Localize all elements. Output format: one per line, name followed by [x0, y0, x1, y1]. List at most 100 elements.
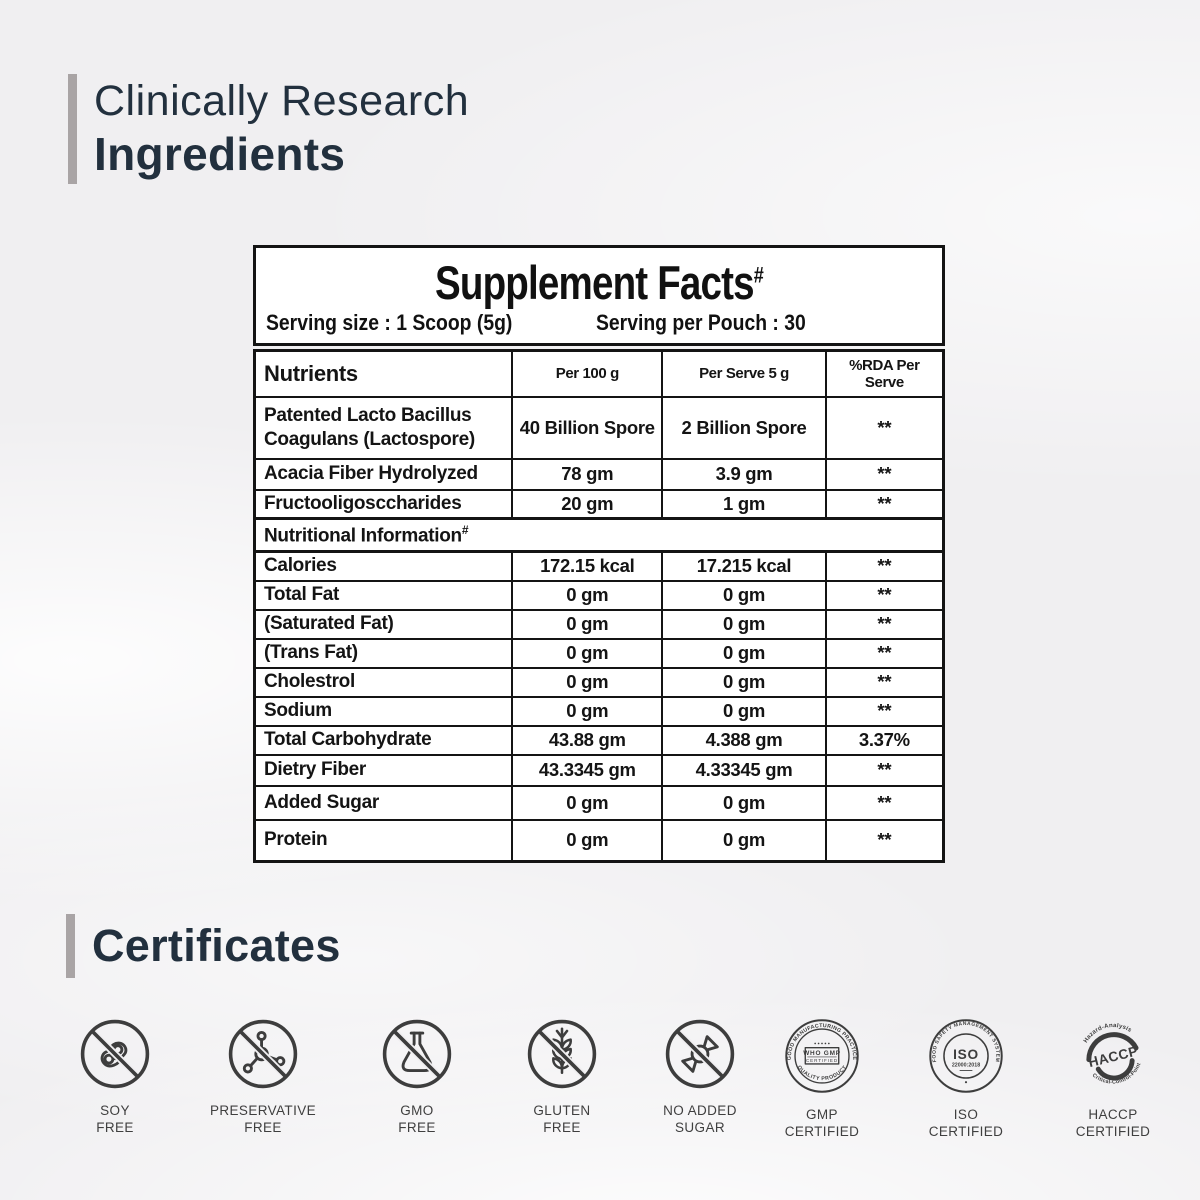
certificate-label: SOY FREE	[96, 1103, 134, 1135]
value-per-serve: 3.9 gm	[661, 457, 827, 491]
value-per-serve: 17.215 kcal	[661, 550, 827, 582]
table-row: (Saturated Fat) 0 gm 0 gm **	[253, 608, 945, 640]
haccp-arc-top-text: Hazard-Analysis	[1079, 1018, 1134, 1046]
table-row: Total Fat 0 gm 0 gm **	[253, 579, 945, 611]
nutrients-table: Nutrients Per 100 g Per Serve 5 g %RDA P…	[253, 349, 945, 863]
supplement-facts-header: Supplement Facts# Serving size : 1 Scoop…	[253, 245, 945, 346]
certificate-preservative-free: PRESERVATIVE FREE	[191, 1018, 335, 1136]
nutrient-name: Dietry Fiber	[253, 753, 514, 787]
value-per-100g: 0 gm	[511, 608, 664, 640]
serving-size-text: Serving size : 1 Scoop (5g)	[266, 310, 513, 335]
certificate-soy-free: SOY FREE	[43, 1018, 187, 1136]
value-rda: **	[824, 753, 945, 787]
heading-line-regular: Clinically Research	[94, 77, 470, 125]
certificate-label: HACCP CERTIFIED	[1075, 1107, 1151, 1139]
value-rda: **	[824, 608, 945, 640]
gmp-center-line2: CERTIFIED	[806, 1058, 838, 1063]
value-per-100g: 43.3345 gm	[511, 753, 664, 787]
table-row: Calories 172.15 kcal 17.215 kcal **	[253, 550, 945, 582]
iso-center-line1: ISO	[953, 1047, 979, 1062]
certificate-label: PRESERVATIVE FREE	[209, 1103, 317, 1135]
value-rda: **	[824, 637, 945, 669]
value-per-serve: 0 gm	[661, 666, 827, 698]
nutrient-name: Added Sugar	[253, 784, 514, 821]
table-row: Sodium 0 gm 0 gm **	[253, 695, 945, 727]
heading-accent-bar	[66, 914, 75, 978]
value-rda: **	[824, 488, 945, 520]
heading-accent-bar	[68, 74, 77, 184]
ingredients-heading: Clinically Research Ingredients	[68, 74, 469, 184]
value-per-100g: 0 gm	[511, 666, 664, 698]
value-rda: 3.37%	[824, 724, 945, 756]
value-per-serve: 0 gm	[661, 579, 827, 611]
value-per-100g: 78 gm	[511, 457, 664, 491]
serving-per-pouch-text: Serving per Pouch : 30	[596, 310, 806, 335]
value-per-serve: 4.388 gm	[661, 724, 827, 756]
value-per-serve: 0 gm	[661, 637, 827, 669]
value-rda: **	[824, 818, 945, 863]
soy-free-icon	[80, 1019, 150, 1089]
svg-text:QUALITY PRODUCT: QUALITY PRODUCT	[796, 1064, 849, 1082]
nutrient-name: Calories	[253, 550, 514, 582]
haccp-certified-icon: Hazard-Analysis Critical-Control-Point H…	[1079, 1018, 1145, 1091]
supplement-facts-panel: Supplement Facts# Serving size : 1 Scoop…	[253, 245, 945, 863]
table-row: Acacia Fiber Hydrolyzed 78 gm 3.9 gm **	[253, 457, 945, 491]
certificates-heading: Certificates	[66, 914, 341, 978]
serving-row: Serving size : 1 Scoop (5g) Serving per …	[266, 310, 932, 336]
nutrient-name: Cholestrol	[253, 666, 514, 698]
certificate-gmp: GOOD MANUFACTURING PRACTICE QUALITY PROD…	[750, 1018, 894, 1140]
nutrient-name: Protein	[253, 818, 514, 863]
table-row: Protein 0 gm 0 gm **	[253, 818, 945, 863]
value-rda: **	[824, 579, 945, 611]
col-header-nutrients: Nutrients	[253, 349, 514, 398]
nutrient-name: Sodium	[253, 695, 514, 727]
svg-text:Hazard-Analysis: Hazard-Analysis	[1079, 1018, 1134, 1046]
value-rda: **	[824, 666, 945, 698]
table-row: Fructooligosccharides 20 gm 1 gm **	[253, 488, 945, 520]
col-header-per-serve: Per Serve 5 g	[661, 349, 827, 398]
certificate-label: GLUTEN FREE	[533, 1103, 591, 1135]
table-row: Patented Lacto Bacillus Coagulans (Lacto…	[253, 395, 945, 460]
value-per-100g: 20 gm	[511, 488, 664, 520]
certificates-title: Certificates	[92, 920, 341, 971]
certificate-gluten-free: GLUTEN FREE	[490, 1018, 634, 1136]
certificate-label: NO ADDED SUGAR	[663, 1103, 737, 1135]
no-added-sugar-icon	[665, 1019, 735, 1089]
nutrient-name: (Trans Fat)	[253, 637, 514, 669]
certificate-label: GMP CERTIFIED	[784, 1107, 860, 1139]
value-per-100g: 0 gm	[511, 579, 664, 611]
gmo-free-icon	[382, 1019, 452, 1089]
col-header-per-100g: Per 100 g	[511, 349, 664, 398]
certificates-row: SOY FREE PRESERVATIVE FREE	[0, 1018, 1200, 1158]
value-per-100g: 0 gm	[511, 637, 664, 669]
certificate-label: GMO FREE	[398, 1103, 436, 1135]
section-header-cell: Nutritional Information#	[253, 517, 945, 553]
gluten-free-icon	[527, 1019, 597, 1089]
certificate-label: ISO CERTIFIED	[928, 1107, 1004, 1139]
section-header-mark: #	[461, 522, 469, 537]
nutrient-name: (Saturated Fat)	[253, 608, 514, 640]
certificate-iso: FOOD SAFETY MANAGEMENT SYSTEM ISO 22000:…	[894, 1018, 1038, 1140]
value-per-serve: 1 gm	[661, 488, 827, 520]
nutrient-name: Total Fat	[253, 579, 514, 611]
table-row: (Trans Fat) 0 gm 0 gm **	[253, 637, 945, 669]
table-row: Dietry Fiber 43.3345 gm 4.33345 gm **	[253, 753, 945, 787]
gmp-certified-icon: GOOD MANUFACTURING PRACTICE QUALITY PROD…	[785, 1019, 859, 1093]
gmp-arc-bottom-text: QUALITY PRODUCT	[796, 1064, 848, 1082]
value-per-100g: 40 Billion Spore	[511, 395, 664, 460]
facts-title-mark: #	[753, 262, 764, 288]
value-per-100g: 172.15 kcal	[511, 550, 664, 582]
certificate-no-added-sugar: NO ADDED SUGAR	[628, 1018, 772, 1136]
section-header-row: Nutritional Information#	[253, 517, 945, 553]
value-per-serve: 0 gm	[661, 818, 827, 863]
supplement-facts-title: Supplement Facts#	[318, 255, 881, 310]
value-per-100g: 0 gm	[511, 695, 664, 727]
iso-certified-icon: FOOD SAFETY MANAGEMENT SYSTEM ISO 22000:…	[929, 1019, 1003, 1093]
nutrient-name: Fructooligosccharides	[253, 488, 514, 520]
value-per-100g: 0 gm	[511, 784, 664, 821]
table-row: Added Sugar 0 gm 0 gm **	[253, 784, 945, 821]
value-rda: **	[824, 457, 945, 491]
value-per-serve: 0 gm	[661, 608, 827, 640]
value-per-serve: 4.33345 gm	[661, 753, 827, 787]
